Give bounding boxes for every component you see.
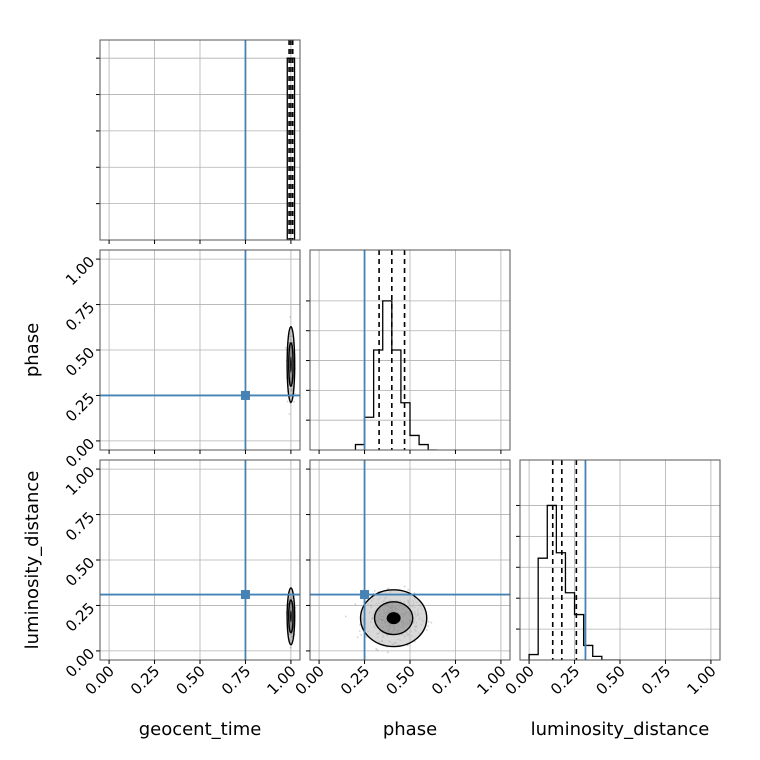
x-axis-label-phase: phase	[383, 719, 437, 740]
y-tick-label: 0.00	[62, 435, 98, 471]
y-tick-label: 1.00	[62, 253, 98, 289]
sample-point	[359, 623, 361, 626]
sample-point	[407, 588, 410, 591]
x-tick-label: 1.00	[473, 662, 509, 698]
sample-point	[293, 400, 296, 403]
sample-point	[360, 633, 363, 636]
density-peak	[290, 610, 292, 623]
histogram-phase	[354, 300, 438, 450]
sample-point	[289, 646, 292, 649]
sample-point	[344, 615, 347, 618]
panel-content	[310, 460, 510, 660]
panel-geocent_time-luminosity_distance: 0.00 0.25 0.50 0.75 1.000.000.250.500.751.00	[62, 459, 301, 698]
y-tick-label: 0.25	[62, 599, 98, 635]
panel-content	[520, 460, 720, 660]
x-tick-label: 0.50	[172, 662, 208, 698]
sample-point	[403, 585, 406, 588]
sample-point	[356, 636, 359, 639]
sample-point	[376, 649, 379, 652]
sample-point	[427, 625, 430, 628]
y-tick-label: 0.50	[62, 554, 98, 590]
panel-content	[310, 250, 510, 450]
panel-phase-luminosity_distance: 0.00 0.25 0.50 0.75 1.00	[292, 459, 511, 698]
sample-point	[375, 648, 378, 650]
x-tick-label: 0.50	[592, 662, 628, 698]
sample-point	[425, 628, 428, 631]
histogram-luminosity_distance	[528, 504, 620, 660]
sample-point	[386, 651, 389, 654]
y-axis-label-luminosity_distance: luminosity_distance	[22, 471, 43, 650]
sample-point	[365, 636, 368, 638]
sample-point	[293, 392, 296, 395]
x-tick-label: 1.00	[263, 662, 299, 698]
density-peak	[290, 356, 292, 373]
sample-point	[427, 620, 430, 623]
density-peak	[386, 612, 401, 625]
sample-point	[284, 346, 287, 349]
panel-geocent_time-geocent_time	[96, 39, 301, 244]
sample-point	[286, 400, 289, 403]
panel-geocent_time-phase: 0.00 0.25 0.50 0.75 1.00	[62, 249, 301, 471]
sample-point	[288, 412, 291, 415]
sample-point	[358, 630, 361, 632]
x-tick-label: 0.25	[547, 662, 583, 698]
x-tick-label: 0.50	[382, 662, 418, 698]
panel-phase-phase	[306, 249, 511, 454]
y-tick-label: 0.75	[62, 508, 98, 544]
y-tick-label: 0.75	[62, 298, 98, 334]
sample-point	[373, 590, 376, 592]
sample-point	[289, 316, 292, 318]
sample-point	[413, 592, 416, 595]
y-tick-label: 0.50	[62, 344, 98, 380]
y-tick-label: 0.25	[62, 389, 98, 425]
sample-point	[354, 603, 357, 606]
y-axis-label-phase: phase	[22, 323, 43, 377]
sample-point	[406, 644, 409, 647]
panel-content	[100, 40, 300, 240]
truth-marker	[360, 590, 370, 600]
x-tick-label: 0.75	[428, 662, 464, 698]
x-tick-label: 0.25	[127, 662, 163, 698]
x-tick-label: 0.00	[292, 662, 328, 698]
truth-marker	[240, 590, 250, 600]
panel-content	[100, 460, 300, 660]
x-tick-label: 0.75	[638, 662, 674, 698]
x-tick-label: 0.75	[218, 662, 254, 698]
truth-marker	[240, 390, 250, 400]
x-tick-label: 1.00	[683, 662, 719, 698]
x-axis-label-geocent_time: geocent_time	[139, 719, 262, 740]
x-tick-label: 0.00	[502, 662, 538, 698]
sample-point	[430, 621, 433, 624]
x-axis-label-luminosity_distance: luminosity_distance	[531, 719, 710, 740]
panel-luminosity_distance-luminosity_distance: 0.00 0.25 0.50 0.75 1.00	[502, 459, 721, 698]
sample-point	[387, 587, 390, 590]
panel-content	[100, 250, 300, 450]
x-tick-label: 0.25	[337, 662, 373, 698]
y-tick-label: 1.00	[62, 463, 98, 499]
